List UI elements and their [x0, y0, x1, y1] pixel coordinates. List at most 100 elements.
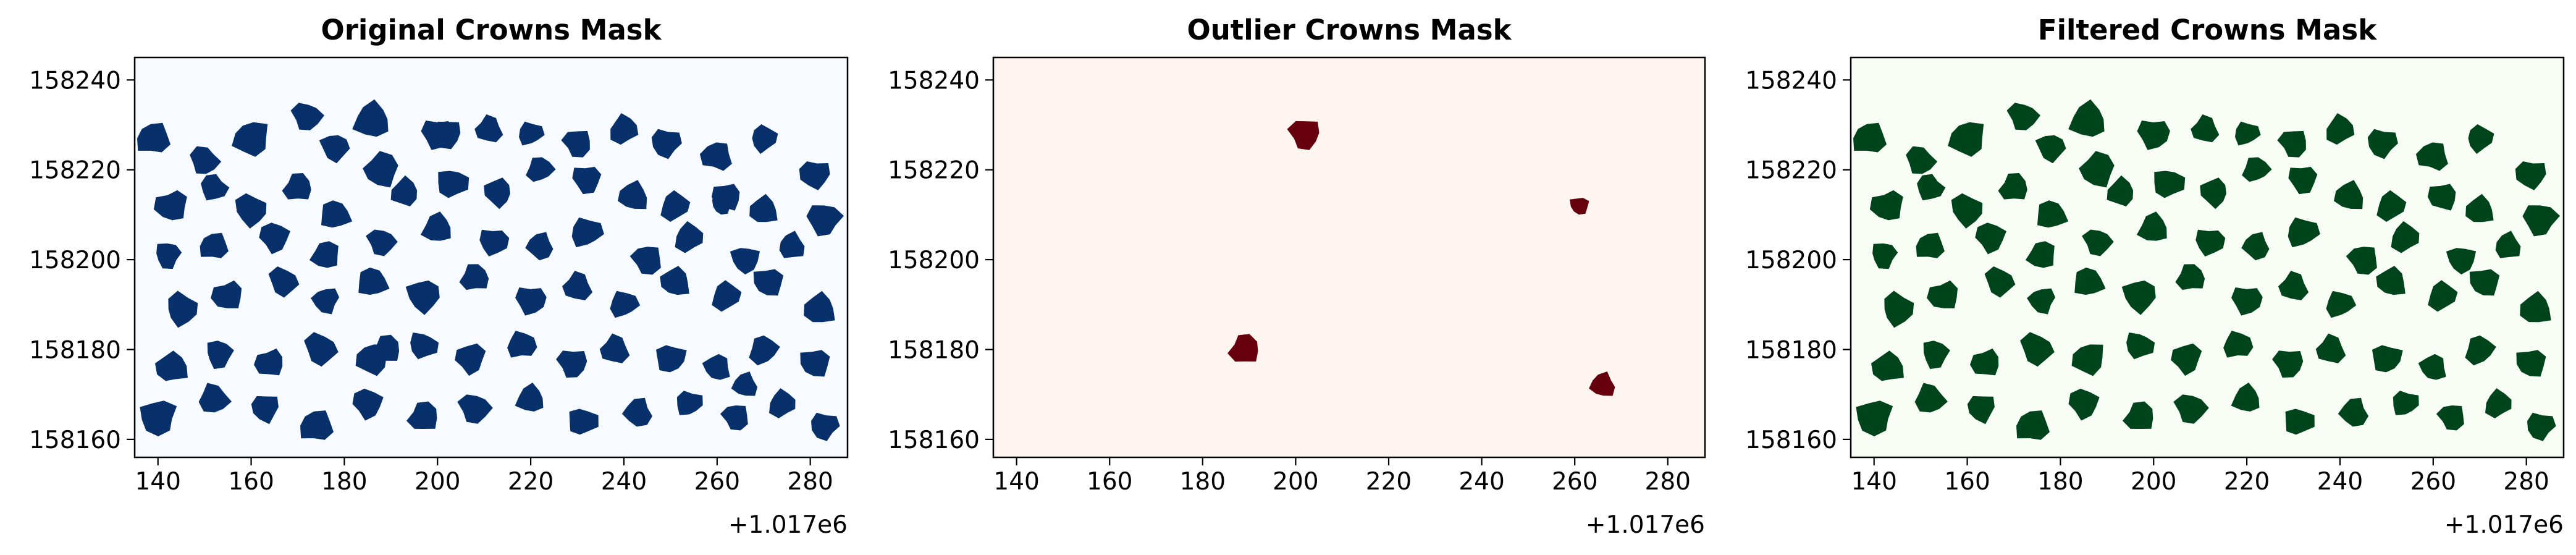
x-tick-label: 160 [1944, 468, 1990, 496]
crown-polygon [479, 229, 510, 256]
crown-polygon [1998, 173, 2027, 200]
crown-polygon [198, 383, 232, 413]
crown-polygon [420, 211, 451, 241]
crown-polygon [1871, 350, 1904, 381]
crown-polygon [438, 171, 469, 198]
x-tick-label: 280 [2503, 468, 2549, 496]
crown-polygon [1856, 400, 1893, 436]
crown-polygon [730, 248, 760, 275]
crown-polygon [2154, 171, 2186, 198]
crown-polygon [1927, 280, 1958, 308]
y-tick-label: 158220 [1745, 157, 1837, 185]
crown-polygon [2418, 354, 2446, 380]
crown-polygon [363, 151, 398, 188]
crown-polygon [562, 271, 593, 300]
x-tick-label: 200 [415, 468, 460, 496]
x-tick-label: 280 [787, 468, 833, 496]
crown-polygon [561, 130, 590, 158]
crown-polygon [2315, 333, 2346, 363]
y-tick-label: 158240 [888, 67, 980, 95]
crown-polygon [610, 113, 639, 145]
crown-polygon [1951, 193, 1983, 229]
crown-polygon [2071, 344, 2103, 376]
crown-polygon [2277, 130, 2306, 158]
crown-polygon [749, 335, 780, 366]
crown-polygon [406, 401, 437, 429]
crown-polygon [1872, 243, 1898, 269]
crown-polygon [321, 200, 353, 228]
panel-title: Outlier Crowns Mask [1187, 14, 1512, 46]
crown-polygon [519, 121, 545, 146]
crown-polygon [804, 290, 835, 323]
x-offset-label: +1.017e6 [1586, 511, 1705, 539]
crown-polygon [660, 266, 689, 295]
y-tick-label: 158200 [1745, 247, 1837, 274]
crown-polygon [2465, 335, 2496, 366]
crown-polygon [2391, 221, 2420, 253]
x-tick-label: 160 [228, 468, 274, 496]
y-tick-label: 158180 [29, 337, 121, 365]
crown-polygon [731, 371, 758, 396]
crown-polygon [749, 193, 778, 222]
crown-polygon [699, 142, 732, 171]
plot-frame [992, 56, 1706, 459]
crown-polygon [2173, 394, 2209, 424]
x-tick-label: 140 [1851, 468, 1896, 496]
crown-polygon [1589, 371, 1615, 396]
crown-polygon [2272, 350, 2304, 378]
crown-polygon [2427, 184, 2456, 211]
crown-polygon [1916, 232, 1945, 258]
crown-polygon [2393, 391, 2419, 415]
crown-polygon [235, 193, 267, 229]
crown-polygon [352, 388, 384, 421]
crown-polygon [2446, 248, 2477, 275]
crown-polygon [370, 334, 400, 361]
crown-polygon [2123, 401, 2153, 429]
crown-polygon [201, 174, 230, 201]
plot-frame [133, 56, 849, 459]
x-tick-label: 240 [1458, 468, 1504, 496]
crown-polygon [2025, 241, 2055, 268]
crown-polygon [779, 231, 805, 258]
crown-polygon [405, 280, 440, 315]
crown-polygon [2191, 114, 2220, 143]
crown-polygon [2074, 267, 2106, 295]
crown-polygon [676, 391, 703, 415]
crown-polygon [2436, 405, 2464, 431]
x-tick-label: 200 [2131, 468, 2176, 496]
crown-polygon [2515, 161, 2546, 190]
panel-3: 140 160 180 200 220 240 260 280 158160 158180 1582… [1745, 14, 2565, 539]
crown-polygon [1948, 122, 1984, 157]
crown-polygon [800, 350, 830, 377]
crown-polygon [752, 124, 778, 155]
crown-polygon [2027, 288, 2056, 315]
crown-polygon [2516, 350, 2546, 377]
crown-polygon [1570, 198, 1589, 215]
crown-polygon [2107, 175, 2134, 206]
crown-polygon [2338, 397, 2369, 427]
crown-mask-layer [1853, 99, 2561, 441]
y-tick-label: 158240 [29, 67, 121, 95]
crown-polygon [2016, 410, 2050, 440]
crown-polygon [1287, 121, 1320, 150]
crown-polygon [806, 205, 844, 237]
crown-polygon [702, 354, 730, 380]
crown-polygon [1975, 222, 2006, 255]
x-tick-label: 140 [135, 468, 180, 496]
x-tick-label: 280 [1645, 468, 1691, 496]
crown-polygon [352, 99, 389, 137]
crown-polygon [629, 247, 661, 275]
crown-polygon [2468, 124, 2494, 155]
crown-polygon [2242, 157, 2272, 182]
crown-polygon [1227, 334, 1258, 362]
x-offset-label: +1.017e6 [2444, 511, 2564, 539]
crown-polygon [1984, 266, 2016, 298]
crown-polygon [2121, 280, 2156, 315]
crown-polygon [811, 412, 840, 441]
crown-polygon [769, 388, 796, 418]
panel-2: 140 160 180 200 220 240 260 280 158160 158180 1582… [888, 14, 1706, 539]
crown-polygon [410, 333, 439, 360]
y-tick-label: 158180 [888, 337, 980, 365]
crown-polygon [2171, 343, 2202, 376]
